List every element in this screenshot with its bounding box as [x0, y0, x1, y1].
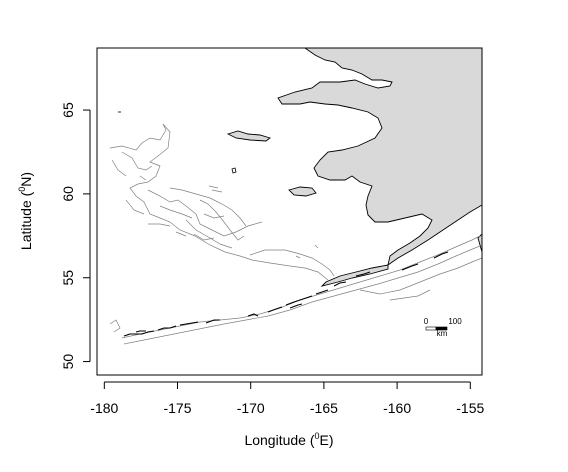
y-tick-label: 65: [60, 102, 76, 118]
x-tick-label: -175: [163, 400, 191, 416]
y-tick-label: 55: [60, 270, 76, 286]
nunivak-island: [288, 186, 317, 197]
y-axis: 50 55 60 65: [60, 102, 91, 370]
x-axis-label: Longitude (0E): [244, 431, 333, 448]
plot-frame: [96, 47, 483, 376]
scale-bar-start-label: 0: [424, 317, 429, 326]
x-tick-label: -165: [310, 400, 338, 416]
scale-bar-white: [425, 326, 437, 331]
x-tick-label: -180: [90, 400, 118, 416]
y-axis-label: Latitude (0N): [17, 172, 34, 250]
kodiak-island: [477, 233, 482, 254]
depth-contours: [109, 123, 482, 345]
st-lawrence-island: [226, 130, 271, 142]
x-tick-label: -170: [237, 400, 265, 416]
aleutian-islands: [123, 251, 449, 337]
x-tick-label: -160: [383, 400, 411, 416]
scale-bar-black: [435, 326, 448, 331]
scale-bar: 0 100 km: [424, 317, 462, 338]
x-tick-label: -155: [456, 400, 484, 416]
alaska-peninsula: [320, 264, 389, 287]
y-tick-label: 60: [60, 186, 76, 202]
scale-bar-unit: km: [437, 329, 448, 338]
alaska-mainland: [277, 48, 482, 267]
scale-bar-end-label: 100: [448, 317, 462, 326]
st-matthew-island: [231, 167, 237, 174]
x-axis: -180 -175 -170 -165 -160 -155: [90, 381, 485, 416]
y-tick-label: 50: [60, 354, 76, 370]
